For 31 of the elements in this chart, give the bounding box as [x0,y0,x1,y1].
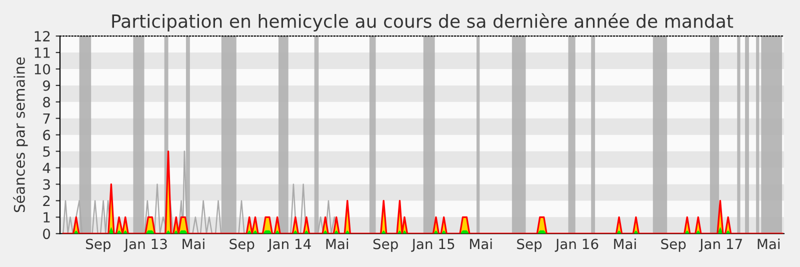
y-tick-label: 3 [43,179,50,190]
x-tick-label: Jan 15 [411,238,454,252]
chart-title: Participation en hemicycle au cours de sa dernière année de mandat [112,13,734,32]
y-tick-label: 8 [43,96,50,108]
x-tick-label: Mai [758,238,780,250]
y-tick-label: 12 [34,31,50,42]
y-tick-label: 4 [42,162,50,174]
x-tick-label: Sep [661,238,686,252]
y-axis-title: Séances par semaine [13,57,28,212]
x-tick-label: Sep [86,238,111,252]
y-tick-label: 1 [44,212,50,222]
y-tick-label: 10 [34,64,50,74]
y-tick-label: 6 [43,130,50,140]
line-series [62,150,784,234]
x-tick-label: Mai [614,238,636,250]
x-tick-label: Mai [182,238,204,250]
x-tick-label: Mai [470,238,492,250]
x-tick-label: Jan 13 [124,238,167,252]
x-tick-label: Mai [326,238,348,250]
y-tick-label: 11 [34,48,50,58]
x-tick-label: Sep [373,238,398,252]
y-tick-label: 9 [43,80,50,91]
y-tick-label: 7 [43,114,50,124]
y-tick-label: 0 [43,228,50,240]
x-tick-label: Jan 14 [267,238,311,252]
y-tick-label: 5 [43,146,50,157]
x-tick-label: Jan 17 [698,238,742,252]
x-tick-label: Sep [230,238,254,252]
y-tick-label: 2 [43,196,50,206]
x-tick-label: Sep [517,238,542,252]
x-tick-label: Jan 16 [554,238,598,252]
